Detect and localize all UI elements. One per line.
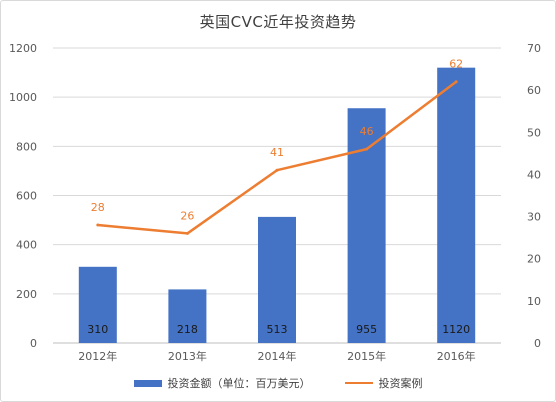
legend-swatch-line [344, 382, 373, 384]
line-value-label: 41 [270, 146, 284, 159]
y-right-tick-label: 0 [534, 337, 541, 350]
y-left-tick-label: 1200 [9, 42, 37, 55]
line-value-label: 62 [449, 58, 463, 71]
y-left-tick-label: 1000 [9, 91, 37, 104]
bar-value-label: 955 [356, 323, 377, 336]
y-left-tick-label: 600 [16, 190, 37, 203]
legend-label-bar: 投资金额（单位：百万美元） [167, 377, 311, 390]
y-left-tick-label: 800 [16, 140, 37, 153]
line-point [275, 168, 279, 172]
y-right-tick-label: 60 [527, 84, 541, 97]
line-value-label: 46 [360, 125, 374, 138]
legend-item-line[interactable]: 投资案例 [344, 375, 423, 391]
bar [78, 266, 117, 343]
line-value-label: 26 [180, 209, 194, 222]
y-right-tick-label: 50 [527, 126, 541, 139]
y-right-tick-label: 30 [527, 211, 541, 224]
bar [347, 108, 386, 344]
bar-value-label: 310 [87, 323, 108, 336]
x-tick-label: 2013年 [168, 349, 207, 363]
y-right-tick-label: 20 [527, 253, 541, 266]
legend: 投资金额（单位：百万美元） 投资案例 [1, 375, 555, 391]
line-value-label: 28 [91, 201, 105, 214]
y-left-tick-label: 200 [16, 288, 37, 301]
line-point [365, 147, 369, 151]
x-tick-label: 2015年 [347, 349, 386, 363]
bar [437, 67, 476, 344]
x-tick-label: 2016年 [437, 349, 476, 363]
line-point [454, 80, 458, 84]
bar-value-label: 513 [267, 323, 288, 336]
legend-label-line: 投资案例 [378, 377, 423, 390]
y-right-tick-label: 10 [527, 295, 541, 308]
x-tick-label: 2012年 [78, 349, 117, 363]
line-point [185, 231, 189, 235]
x-tick-label: 2014年 [258, 349, 297, 363]
y-left-tick-label: 0 [30, 337, 37, 350]
y-right-tick-label: 40 [527, 168, 541, 181]
chart-title: 英国CVC近年投资趋势 [199, 13, 357, 31]
legend-swatch-bar [133, 379, 162, 387]
bar-value-label: 218 [177, 323, 198, 336]
legend-item-bar[interactable]: 投资金额（单位：百万美元） [133, 375, 311, 391]
y-right-tick-label: 70 [527, 42, 541, 55]
line-point [96, 223, 100, 227]
bar [168, 289, 207, 343]
y-left-tick-label: 400 [16, 239, 37, 252]
bar [258, 216, 296, 343]
bar-value-label: 1120 [442, 323, 470, 336]
